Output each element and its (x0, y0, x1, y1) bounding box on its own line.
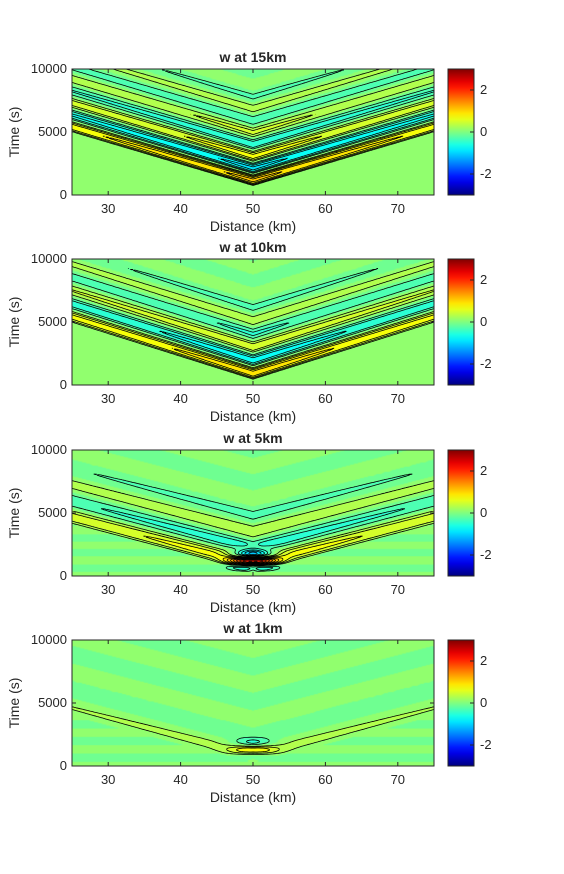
contour-fill (72, 640, 434, 766)
y-tick-label: 5000 (38, 505, 67, 520)
y-tick-label: 5000 (38, 695, 67, 710)
x-tick-label: 70 (391, 201, 405, 216)
x-axis-label: Distance (km) (210, 599, 296, 615)
y-tick-label: 10000 (31, 61, 67, 76)
x-tick-label: 60 (318, 391, 332, 406)
subplot-2: w at 10km 30 40 50 60 70 0 5000 10000 Distance (k… (6, 239, 492, 424)
colorbar-tick-label: 0 (480, 695, 487, 710)
y-axis-label: Time (s) (6, 107, 22, 158)
colorbar-gradient (447, 68, 475, 196)
x-tick-label: 70 (391, 772, 405, 787)
x-tick-label: 60 (318, 582, 332, 597)
colorbar-tick-label: -2 (480, 166, 492, 181)
x-axis-label: Distance (km) (210, 789, 296, 805)
x-tick-label: 70 (391, 391, 405, 406)
x-tick-label: 50 (246, 582, 260, 597)
x-tick-label: 70 (391, 582, 405, 597)
x-tick-label: 60 (318, 201, 332, 216)
colorbar-tick-label: 2 (480, 272, 487, 287)
colorbar-tick-label: -2 (480, 547, 492, 562)
colorbar-tick-label: 2 (480, 82, 487, 97)
contour-lines (71, 68, 435, 186)
colorbar-tick-label: -2 (480, 737, 492, 752)
contour-fill (72, 69, 434, 195)
colorbar: -2 0 2 (447, 258, 492, 386)
x-tick-label: 60 (318, 772, 332, 787)
plot-title: w at 15km (219, 49, 287, 65)
colorbar: -2 0 2 (447, 449, 492, 577)
y-tick-label: 5000 (38, 124, 67, 139)
colorbar-tick-label: 0 (480, 505, 487, 520)
colorbar-gradient (447, 258, 475, 386)
x-tick-label: 40 (173, 582, 187, 597)
contour-lines (71, 706, 435, 755)
x-tick-label: 50 (246, 391, 260, 406)
x-tick-label: 50 (246, 772, 260, 787)
x-tick-label: 30 (101, 201, 115, 216)
subplot-1: w at 15km 30 40 50 60 70 0 5000 10000 Distance (k… (6, 49, 492, 234)
colorbar-gradient (447, 449, 475, 577)
y-axis-label: Time (s) (6, 488, 22, 539)
subplot-3: w at 5km 30 40 50 60 70 0 5000 10000 Distance (km… (6, 430, 492, 615)
x-axis-label: Distance (km) (210, 218, 296, 234)
x-tick-label: 40 (173, 391, 187, 406)
plot-title: w at 5km (222, 430, 282, 446)
y-tick-label: 10000 (31, 442, 67, 457)
x-tick-label: 30 (101, 582, 115, 597)
colorbar-tick-label: -2 (480, 356, 492, 371)
colorbar-tick-label: 0 (480, 124, 487, 139)
colorbar-tick-label: 0 (480, 314, 487, 329)
plot-title: w at 1km (222, 620, 282, 636)
contour-lines (71, 473, 435, 572)
x-tick-label: 30 (101, 391, 115, 406)
colorbar: -2 0 2 (447, 639, 492, 767)
x-tick-label: 40 (173, 201, 187, 216)
x-tick-label: 30 (101, 772, 115, 787)
colorbar-tick-label: 2 (480, 653, 487, 668)
y-axis-label: Time (s) (6, 297, 22, 348)
y-axis-label: Time (s) (6, 678, 22, 729)
x-axis-label: Distance (km) (210, 408, 296, 424)
subplot-4: w at 1km 30 40 50 60 70 0 5000 10000 Distance (km… (6, 620, 492, 805)
plot-title: w at 10km (219, 239, 287, 255)
y-tick-label: 0 (60, 377, 67, 392)
y-tick-label: 10000 (31, 251, 67, 266)
y-tick-label: 0 (60, 758, 67, 773)
colorbar: -2 0 2 (447, 68, 492, 196)
contour-lines (71, 261, 435, 380)
y-tick-label: 10000 (31, 632, 67, 647)
y-tick-label: 0 (60, 568, 67, 583)
y-tick-label: 5000 (38, 314, 67, 329)
y-tick-label: 0 (60, 187, 67, 202)
x-tick-label: 40 (173, 772, 187, 787)
x-tick-label: 50 (246, 201, 260, 216)
colorbar-tick-label: 2 (480, 463, 487, 478)
